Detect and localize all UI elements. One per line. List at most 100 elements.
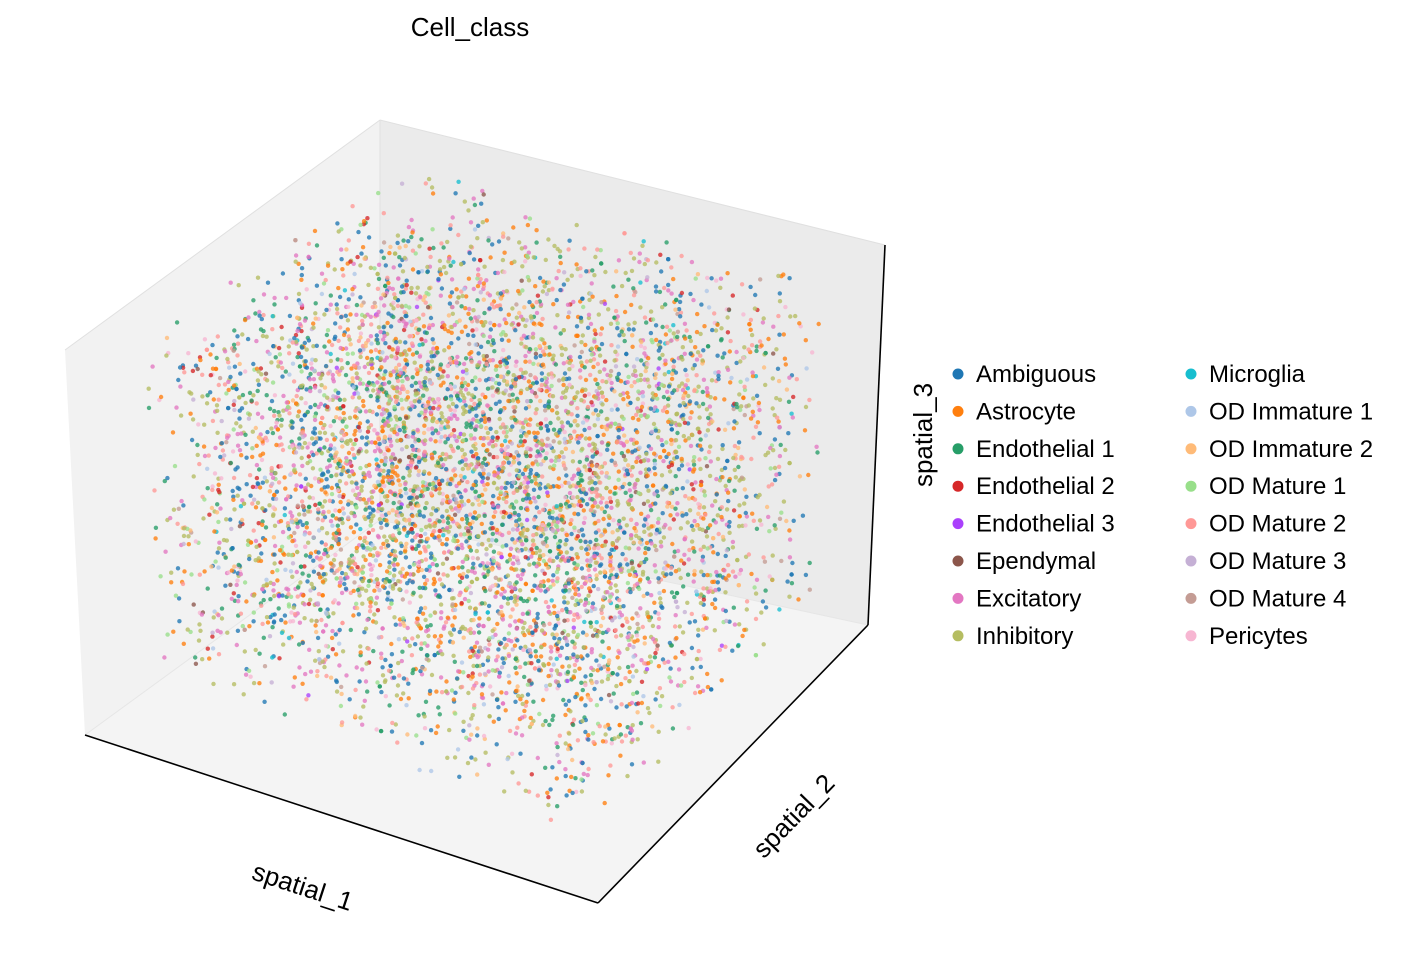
data-point: [715, 551, 720, 557]
data-point: [533, 499, 538, 504]
data-point: [618, 525, 623, 530]
data-point: [486, 762, 491, 767]
data-point: [226, 387, 231, 393]
data-point: [477, 622, 482, 628]
data-point: [459, 600, 464, 606]
data-point: [410, 506, 415, 511]
data-point: [615, 321, 620, 326]
data-point: [244, 599, 249, 604]
data-point: [616, 469, 621, 474]
data-point: [627, 625, 632, 631]
data-point: [637, 586, 642, 592]
data-point: [564, 550, 569, 555]
data-point: [615, 326, 620, 331]
data-point: [264, 615, 270, 620]
data-point: [625, 773, 630, 779]
data-point: [520, 497, 526, 502]
data-point: [676, 444, 682, 449]
data-point: [396, 513, 401, 518]
data-point: [485, 448, 490, 453]
data-point: [609, 505, 614, 510]
data-point: [487, 642, 492, 647]
data-point: [617, 665, 622, 671]
data-point: [289, 419, 294, 424]
data-point: [630, 616, 635, 621]
data-point: [681, 412, 686, 418]
data-point: [234, 642, 239, 648]
data-point: [400, 379, 405, 384]
data-point: [471, 286, 476, 292]
data-point: [488, 426, 493, 431]
data-point: [474, 640, 480, 645]
data-point: [176, 377, 181, 383]
data-point: [414, 350, 419, 355]
data-point: [324, 307, 329, 313]
data-point: [534, 471, 539, 477]
data-point: [400, 566, 405, 572]
data-point: [583, 674, 588, 679]
data-point: [634, 690, 640, 695]
data-point: [658, 703, 663, 709]
data-point: [551, 528, 556, 534]
data-point: [545, 436, 550, 441]
data-point: [530, 642, 535, 647]
data-point: [326, 458, 332, 463]
data-point: [481, 281, 486, 286]
data-point: [414, 304, 420, 310]
data-point: [426, 399, 431, 405]
data-point: [729, 375, 734, 381]
data-point: [461, 571, 466, 577]
data-point: [758, 277, 763, 282]
data-point: [286, 635, 292, 641]
data-point: [515, 457, 520, 462]
data-point: [569, 531, 574, 537]
data-point: [170, 430, 176, 435]
data-point: [648, 507, 654, 513]
data-point: [691, 469, 696, 474]
data-point: [281, 642, 286, 647]
data-point: [452, 322, 457, 328]
data-point: [411, 572, 416, 577]
data-point: [604, 504, 609, 509]
data-point: [525, 253, 530, 258]
data-point: [759, 343, 764, 348]
data-point: [322, 445, 327, 450]
data-point: [649, 337, 654, 343]
data-point: [398, 488, 403, 494]
data-point: [566, 314, 571, 320]
data-point: [535, 293, 541, 298]
data-point: [299, 396, 304, 401]
data-point: [398, 696, 404, 702]
data-point: [366, 530, 371, 535]
data-point: [667, 675, 672, 680]
data-point: [493, 401, 499, 406]
data-point: [700, 401, 706, 407]
data-point: [523, 661, 528, 666]
data-point: [697, 457, 702, 462]
data-point: [329, 568, 334, 573]
data-point: [537, 510, 542, 515]
data-point: [619, 329, 624, 334]
data-point: [432, 610, 437, 615]
data-point: [371, 513, 376, 518]
data-point: [485, 339, 491, 345]
data-point: [473, 342, 478, 347]
data-point: [481, 442, 486, 448]
data-point: [464, 574, 470, 579]
data-point: [502, 378, 507, 383]
data-point: [620, 551, 625, 557]
data-point: [608, 763, 613, 768]
data-point: [470, 674, 475, 679]
data-point: [383, 390, 389, 395]
data-point: [605, 416, 610, 422]
data-point: [770, 406, 775, 411]
data-point: [375, 680, 380, 685]
data-point: [659, 269, 664, 274]
data-point: [452, 615, 457, 620]
data-point: [466, 690, 471, 696]
data-point: [256, 382, 262, 387]
data-point: [712, 628, 717, 633]
data-point: [642, 641, 647, 646]
data-point: [378, 520, 384, 525]
data-point: [672, 594, 677, 600]
